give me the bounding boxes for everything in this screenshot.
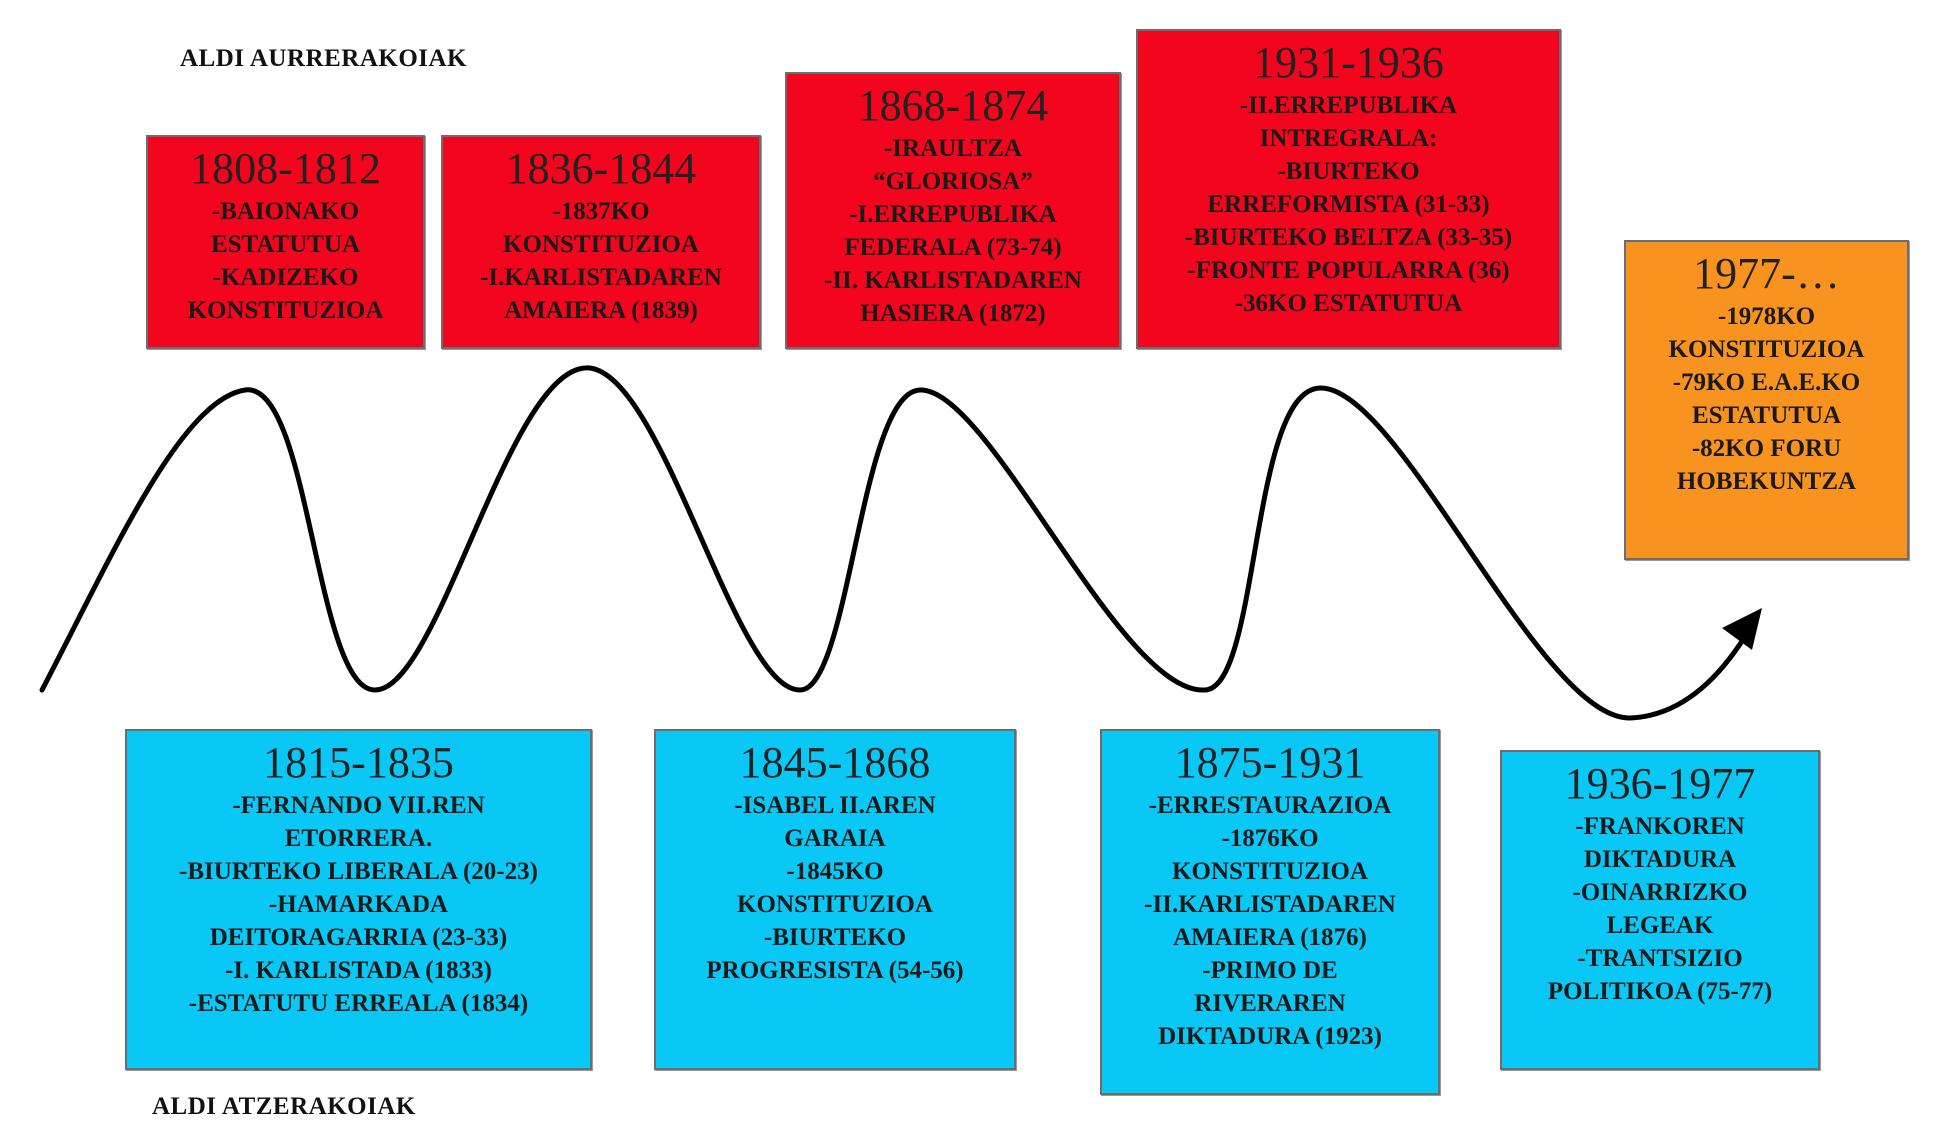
event-line: -1978KO: [1717, 303, 1816, 330]
event-list: -1978KO KONSTITUZIOA -79KO E.A.E.KO ESTA…: [1663, 300, 1871, 498]
period-title: 1836-1844: [505, 144, 697, 193]
current-period-1977: 1977-… -1978KO KONSTITUZIOA -79KO E.A.E.…: [1624, 240, 1909, 560]
event-line: -ERRESTAURAZIOA: [1148, 792, 1392, 819]
progressive-period-1836-1844: 1836-1844 -1837KO KONSTITUZIOA -I.KARLIS…: [441, 135, 761, 349]
event-list: -FERNANDO VII.REN ETORRERA. -BIURTEKO LI…: [173, 789, 544, 1020]
progressive-section-label: ALDI AURRERAKOIAK: [180, 45, 468, 72]
event-line: “GLORIOSA”: [873, 168, 1033, 195]
event-line: PROGRESISTA (54-56): [706, 957, 964, 984]
event-line: -I. KARLISTADA (1833): [225, 957, 492, 984]
event-line: GARAIA: [784, 825, 886, 852]
event-line: POLITIKOA (75-77): [1547, 978, 1773, 1005]
regressive-period-1875-1931: 1875-1931 -ERRESTAURAZIOA -1876KO KONSTI…: [1100, 729, 1440, 1095]
event-line: -I.KARLISTADAREN: [480, 264, 722, 291]
event-line: -BIURTEKO: [1277, 158, 1420, 185]
event-line: FEDERALA (73-74): [844, 234, 1062, 261]
period-title: 1936-1977: [1564, 759, 1756, 808]
event-line: -FRANKOREN: [1575, 813, 1745, 840]
period-title: 1808-1812: [190, 144, 381, 193]
event-line: AMAIERA (1876): [1173, 924, 1367, 951]
regressive-period-1845-1868: 1845-1868 -ISABEL II.AREN GARAIA -1845KO…: [654, 729, 1016, 1070]
event-line: AMAIERA (1839): [504, 297, 698, 324]
event-line: -1876KO: [1221, 825, 1319, 852]
event-line: -BIURTEKO LIBERALA (20-23): [179, 858, 538, 885]
period-title: 1845-1868: [739, 738, 931, 787]
event-line: -KADIZEKO: [212, 264, 359, 291]
event-line: KONSTITUZIOA: [737, 891, 933, 918]
event-line: -PRIMO DE: [1202, 957, 1338, 984]
event-list: -ISABEL II.AREN GARAIA -1845KO KONSTITUZ…: [700, 789, 969, 987]
event-list: -ERRESTAURAZIOA -1876KO KONSTITUZIOA -II…: [1138, 789, 1402, 1053]
event-line: -I.ERREPUBLIKA: [849, 201, 1057, 228]
event-line: -79KO E.A.E.KO: [1672, 369, 1861, 396]
regressive-period-1936-1977: 1936-1977 -FRANKOREN DIKTADURA -OINARRIZ…: [1500, 750, 1820, 1070]
event-line: ERREFORMISTA (31-33): [1207, 191, 1490, 218]
event-line: -BIURTEKO BELTZA (33-35): [1184, 224, 1513, 251]
event-line: -FRONTE POPULARRA (36): [1187, 257, 1510, 284]
event-line: -II. KARLISTADAREN: [824, 267, 1082, 294]
event-line: -1845KO: [786, 858, 884, 885]
progressive-period-1931-1936: 1931-1936 -II.ERREPUBLIKA INTREGRALA: -B…: [1136, 29, 1561, 349]
event-line: KONSTITUZIOA: [1668, 336, 1865, 363]
event-list: -1837KO KONSTITUZIOA -I.KARLISTADAREN AM…: [474, 195, 728, 327]
event-line: INTREGRALA:: [1259, 125, 1438, 152]
period-title: 1875-1931: [1174, 738, 1366, 787]
event-line: ESTATUTUA: [1691, 402, 1842, 429]
period-title: 1868-1874: [857, 81, 1049, 130]
event-line: -II.ERREPUBLIKA: [1239, 92, 1458, 119]
regressive-section-label: ALDI ATZERAKOIAK: [152, 1093, 416, 1120]
event-line: ESTATUTUA: [210, 231, 361, 258]
period-title: 1815-1835: [263, 738, 454, 787]
event-line: LEGEAK: [1606, 912, 1714, 939]
curve-path: [39, 365, 1755, 721]
event-line: -36KO ESTATUTUA: [1234, 290, 1463, 317]
event-line: -BIURTEKO: [763, 924, 907, 951]
period-title: 1977-…: [1693, 249, 1840, 298]
event-line: KONSTITUZIOA: [187, 297, 384, 324]
event-line: DIKTADURA: [1583, 846, 1737, 873]
event-line: -IRAULTZA: [883, 135, 1022, 162]
progressive-period-1868-1874: 1868-1874 -IRAULTZA “GLORIOSA” -I.ERREPU…: [785, 72, 1121, 349]
event-line: DEITORAGARRIA (23-33): [209, 924, 508, 951]
event-list: -FRANKOREN DIKTADURA -OINARRIZKO LEGEAK …: [1542, 810, 1778, 1008]
event-list: -BAIONAKO ESTATUTUA -KADIZEKO KONSTITUZI…: [182, 195, 390, 327]
event-list: -II.ERREPUBLIKA INTREGRALA: -BIURTEKO ER…: [1179, 89, 1518, 320]
event-line: -HAMARKADA: [268, 891, 449, 918]
event-line: HOBEKUNTZA: [1676, 468, 1857, 495]
period-title: 1931-1936: [1253, 38, 1444, 87]
event-line: RIVERAREN: [1194, 990, 1346, 1017]
event-line: -82KO FORU: [1691, 435, 1842, 462]
event-line: -ISABEL II.AREN: [734, 792, 936, 819]
event-line: HASIERA (1872): [860, 300, 1046, 327]
event-line: KONSTITUZIOA: [503, 231, 699, 258]
event-line: -TRANTSIZIO: [1577, 945, 1743, 972]
event-line: ETORRERA.: [284, 825, 433, 852]
progressive-period-1808-1812: 1808-1812 -BAIONAKO ESTATUTUA -KADIZEKO …: [146, 135, 425, 349]
event-line: KONSTITUZIOA: [1172, 858, 1368, 885]
event-line: -BAIONAKO: [211, 198, 360, 225]
event-line: -FERNANDO VII.REN: [232, 792, 485, 819]
event-line: -1837KO: [552, 198, 650, 225]
event-line: -ESTATUTU ERREALA (1834): [188, 990, 529, 1017]
regressive-period-1815-1835: 1815-1835 -FERNANDO VII.REN ETORRERA. -B…: [125, 729, 592, 1070]
event-line: -II.KARLISTADAREN: [1144, 891, 1396, 918]
event-line: DIKTADURA (1923): [1158, 1023, 1382, 1050]
event-line: -OINARRIZKO: [1572, 879, 1748, 906]
event-list: -IRAULTZA “GLORIOSA” -I.ERREPUBLIKA FEDE…: [818, 132, 1088, 330]
arrow-head: [1722, 608, 1762, 650]
